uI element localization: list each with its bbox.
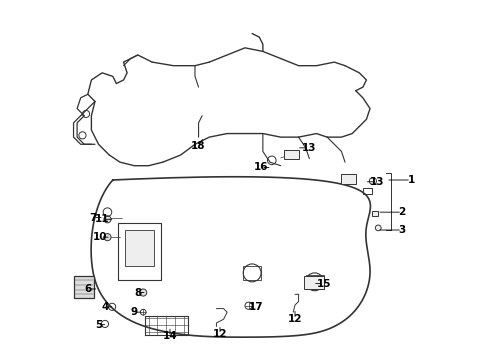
Text: 14: 14	[163, 332, 177, 342]
Text: 3: 3	[398, 225, 406, 235]
Text: 11: 11	[95, 214, 109, 224]
Circle shape	[104, 234, 111, 241]
Text: 9: 9	[131, 307, 138, 317]
Bar	[304, 276, 323, 289]
Text: 10: 10	[93, 232, 108, 242]
Bar	[243, 266, 261, 280]
Text: 6: 6	[84, 284, 92, 294]
Text: 8: 8	[134, 288, 142, 297]
Circle shape	[140, 289, 147, 296]
Circle shape	[104, 216, 111, 223]
Bar	[118, 223, 161, 280]
Bar	[74, 276, 94, 298]
Text: 4: 4	[102, 302, 109, 312]
Text: 12: 12	[288, 314, 302, 324]
Bar	[284, 150, 298, 158]
Bar	[306, 275, 323, 289]
Text: 13: 13	[370, 177, 385, 187]
Text: 7: 7	[90, 212, 97, 222]
Text: 18: 18	[191, 141, 206, 151]
Text: 16: 16	[254, 162, 269, 172]
Text: 5: 5	[95, 320, 102, 330]
Text: 13: 13	[302, 143, 317, 153]
Bar	[342, 174, 356, 184]
Bar	[125, 230, 154, 266]
Text: 12: 12	[213, 329, 227, 339]
Text: 15: 15	[317, 279, 331, 289]
Bar	[363, 188, 372, 194]
Text: 2: 2	[398, 207, 406, 217]
Bar	[372, 211, 378, 216]
Circle shape	[375, 225, 381, 231]
Text: 17: 17	[248, 302, 263, 312]
Text: 1: 1	[408, 175, 415, 185]
